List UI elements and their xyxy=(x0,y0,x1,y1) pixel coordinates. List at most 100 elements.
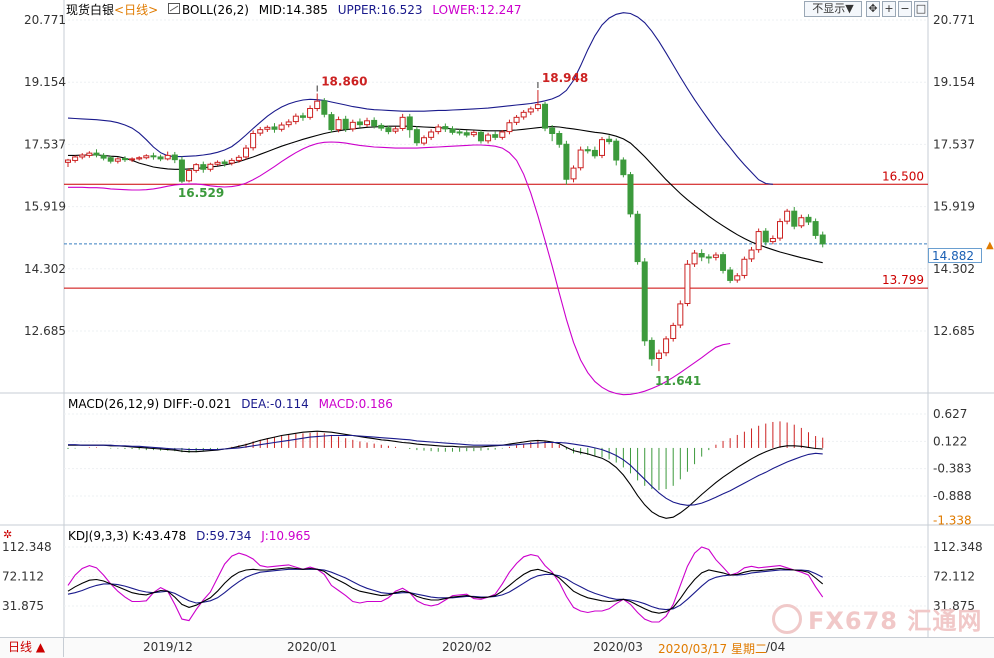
macd-plot[interactable] xyxy=(67,421,824,519)
candle-body xyxy=(264,126,271,130)
y-tick-label-right: 14.302 xyxy=(933,262,975,276)
month-label-mar: 2020/03 xyxy=(593,640,643,654)
kdj-tick-label: 112.348 xyxy=(2,540,52,554)
candle-body xyxy=(599,139,605,156)
candle-body xyxy=(463,132,470,136)
candle-body xyxy=(705,256,712,259)
candle-body xyxy=(485,134,492,142)
restore-icon[interactable]: □ xyxy=(914,1,928,17)
candle-body xyxy=(271,126,278,130)
y-tick-label: 12.685 xyxy=(24,324,66,338)
candle-body xyxy=(100,154,107,159)
candle-body xyxy=(563,143,570,180)
candle-body xyxy=(93,152,100,156)
kdj-tick-label-right: 112.348 xyxy=(933,540,983,554)
candle-body xyxy=(378,124,385,129)
candle-body xyxy=(186,169,193,182)
macd-value: MACD:0.186 xyxy=(318,397,393,411)
display-toggle-button[interactable]: 不显示▼ xyxy=(804,1,862,17)
candle-body xyxy=(328,114,335,131)
candle-body xyxy=(712,254,719,258)
y-tick-label-right: 17.537 xyxy=(933,137,975,151)
zoom-in-icon[interactable]: + xyxy=(882,1,896,17)
macd-diff-line xyxy=(68,430,823,519)
kdj-plot[interactable] xyxy=(67,546,824,623)
period-select-button[interactable]: 日线 ▲ xyxy=(0,638,64,657)
extreme-label: 18.860 xyxy=(321,75,367,89)
candle-body xyxy=(798,217,805,227)
candle-body xyxy=(542,103,549,129)
candle-body xyxy=(314,100,321,109)
hline-label: 16.500 xyxy=(882,169,924,183)
month-label-jan: 2020/01 xyxy=(287,640,337,654)
hline-label: 13.799 xyxy=(882,273,924,287)
candle-body xyxy=(392,128,399,132)
candle-body xyxy=(791,210,798,227)
kdj-tick-label: 72.112 xyxy=(2,569,44,583)
candle-body xyxy=(570,167,577,180)
candlestick-plot[interactable]: 16.500 13.799 18.860 16.529 18.948 11.641 xyxy=(64,12,928,396)
macd-tick-label: -1.338 xyxy=(933,513,972,527)
candle-body xyxy=(136,157,143,160)
candle-body xyxy=(784,210,791,222)
y-tick-label: 14.302 xyxy=(24,262,66,276)
candle-body xyxy=(214,161,221,165)
month-label-feb: 2020/02 xyxy=(442,640,492,654)
chart-frame xyxy=(0,0,994,637)
watermark-logo: FX678 汇通网 xyxy=(772,601,982,636)
boll-icon[interactable] xyxy=(167,1,180,19)
candle-body xyxy=(193,164,200,171)
candle-body xyxy=(371,119,378,127)
candle-body xyxy=(143,155,150,159)
boll-lower-value: LOWER:12.247 xyxy=(432,3,522,17)
candle-body xyxy=(221,161,228,164)
candle-body xyxy=(577,149,584,169)
y-tick-label: 20.771 xyxy=(24,13,66,27)
candle-body xyxy=(777,221,783,239)
candle-body xyxy=(65,159,71,163)
y-tick-label-right: 20.771 xyxy=(933,13,975,27)
candle-body xyxy=(107,157,114,162)
y-tick-label: 19.154 xyxy=(24,75,66,89)
candle-body xyxy=(613,140,620,161)
macd-name: MACD(26,12,9) xyxy=(68,397,160,411)
move-icon[interactable]: ✥ xyxy=(866,1,880,17)
fx678-logo-icon xyxy=(772,603,802,634)
candle-body xyxy=(477,131,484,142)
candle-body xyxy=(499,131,506,138)
candle-body xyxy=(421,137,427,144)
candle-body xyxy=(470,131,477,136)
candle-body xyxy=(349,121,356,130)
candle-body xyxy=(86,152,93,156)
watermark-text: FX678 汇通网 xyxy=(808,607,983,635)
kdj-tick-label: 31.875 xyxy=(2,599,44,613)
macd-tick-label: 0.627 xyxy=(933,407,967,421)
candle-body xyxy=(663,338,670,354)
kdj-tick-label-right: 72.112 xyxy=(933,569,975,583)
candle-body xyxy=(534,104,541,110)
y-tick-label: 15.919 xyxy=(24,200,66,214)
candle-body xyxy=(819,234,826,245)
candle-body xyxy=(250,133,257,149)
candle-body xyxy=(641,261,648,342)
kdj-settings-icon[interactable]: ✲ xyxy=(3,528,13,541)
candle-body xyxy=(257,129,264,134)
candle-body xyxy=(342,118,349,130)
period-label[interactable]: <日线> xyxy=(114,3,159,17)
zoom-out-icon[interactable]: − xyxy=(898,1,912,17)
candle-body xyxy=(285,121,292,126)
candle-body xyxy=(584,149,591,152)
kdj-d-line xyxy=(67,568,823,611)
candle-body xyxy=(72,156,79,161)
candle-body xyxy=(299,115,306,118)
macd-tick-label: 0.122 xyxy=(933,434,967,448)
candle-body xyxy=(121,158,128,161)
candle-body xyxy=(620,159,627,176)
candle-body xyxy=(769,238,776,243)
month-label-dec: 2019/12 xyxy=(143,640,193,654)
candle-body xyxy=(435,126,442,133)
candle-body xyxy=(207,163,214,170)
candle-body xyxy=(513,116,520,123)
candle-body xyxy=(385,127,392,133)
